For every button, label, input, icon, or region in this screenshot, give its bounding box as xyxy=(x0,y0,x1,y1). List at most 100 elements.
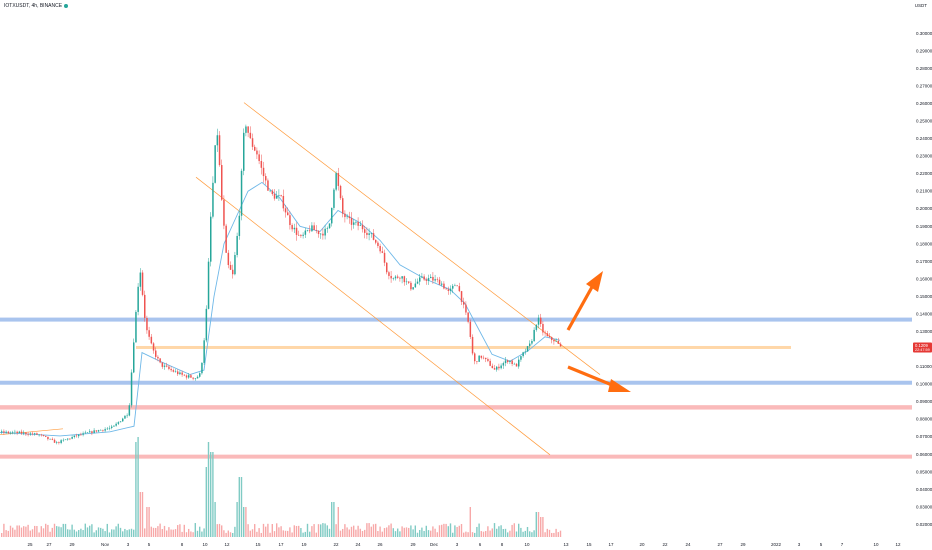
candle-body xyxy=(287,212,289,216)
candle-body xyxy=(218,135,221,166)
up-arrow-shaft xyxy=(566,286,594,331)
candle-body xyxy=(216,135,219,146)
volume-bar xyxy=(421,527,423,537)
candle-body xyxy=(355,221,357,223)
volume-bar xyxy=(278,527,280,537)
x-tick-label: 10 xyxy=(524,542,530,547)
candle-body xyxy=(452,285,454,289)
candle-body xyxy=(47,436,49,440)
volume-bar xyxy=(245,507,247,537)
x-tick-label: 3 xyxy=(456,542,459,547)
candle-body xyxy=(128,405,131,416)
x-tick-label: 8 xyxy=(501,542,504,547)
candle-body xyxy=(80,434,82,436)
y-tick-label: 0.24000 xyxy=(916,136,932,141)
candle-body xyxy=(36,433,38,435)
candle-body xyxy=(348,216,351,219)
price-axis[interactable]: 0.30000 0.29000 0.28000 0.27000 0.26000 0.250… xyxy=(913,31,932,527)
candle-body xyxy=(293,227,296,230)
price-countdown-label: 22:47:59 xyxy=(915,348,930,352)
candle-body xyxy=(67,438,69,440)
candle-body xyxy=(423,276,425,280)
volume-bar xyxy=(216,524,218,537)
candle-body xyxy=(45,435,47,437)
volume-bar xyxy=(238,477,240,537)
chart-legend: IOTXUSDT, 4h, BINANCE xyxy=(4,3,69,9)
candle-body xyxy=(223,199,225,226)
volume-bar xyxy=(500,525,502,537)
candle-body xyxy=(337,173,340,186)
volume-bar xyxy=(258,528,260,537)
volume-bar xyxy=(317,524,320,537)
candle-body xyxy=(104,429,106,431)
volume-bar xyxy=(236,502,238,537)
volume-bar xyxy=(559,530,562,537)
volume-bar xyxy=(25,526,27,537)
volume-bar xyxy=(3,523,5,537)
volume-bar xyxy=(40,526,42,537)
volume-bar xyxy=(403,527,405,537)
x-tick-label: 15 xyxy=(255,542,261,547)
candle-body xyxy=(7,431,10,433)
candle-body xyxy=(333,189,335,208)
y-tick-label: 0.13000 xyxy=(916,329,932,334)
volume-bar xyxy=(513,523,515,537)
y-tick-label: 0.27000 xyxy=(916,83,932,88)
volume-bar xyxy=(124,528,126,537)
candle-body xyxy=(359,224,362,226)
candle-body xyxy=(232,269,234,275)
volume-bar xyxy=(511,524,513,537)
candle-body xyxy=(531,340,533,344)
y-tick-label: 0.20000 xyxy=(916,206,932,211)
volume-bar xyxy=(304,531,306,537)
volume-bar xyxy=(97,527,100,537)
time-axis[interactable]: 25 27 29 Nov 3 5 8 10 12 15 17 19 22 24 26 29 Dec 3 6 8 10 13… xyxy=(27,542,901,547)
volume-bar xyxy=(159,523,161,537)
volume-bar xyxy=(504,528,507,537)
volume-bar xyxy=(196,530,199,537)
volume-bar xyxy=(172,529,174,537)
volume-bar xyxy=(419,530,421,537)
volume-bar xyxy=(9,525,12,537)
volume-bar xyxy=(62,523,64,537)
candle-body xyxy=(434,279,436,281)
x-tick-label: 5 xyxy=(148,542,151,547)
candle-body xyxy=(265,176,267,181)
x-tick-label: 27 xyxy=(717,542,723,547)
candle-body xyxy=(34,433,36,435)
volume-bar xyxy=(229,532,232,537)
x-tick-label: 29 xyxy=(69,542,75,547)
candle-body xyxy=(515,363,518,367)
candle-body xyxy=(346,216,348,218)
candle-body xyxy=(181,372,183,375)
volume-bar xyxy=(469,507,471,537)
candle-body xyxy=(432,276,434,281)
volume-bar xyxy=(355,529,357,537)
volume-bar xyxy=(359,528,361,537)
candle-body xyxy=(20,431,23,434)
candle-body xyxy=(529,343,531,347)
candle-body xyxy=(482,357,485,359)
volume-bar xyxy=(390,523,392,537)
candle-body xyxy=(386,262,388,273)
candle-body xyxy=(238,215,241,236)
volume-bar xyxy=(188,528,190,537)
y-tick-label: 0.21000 xyxy=(916,189,932,194)
candle-body xyxy=(496,366,498,370)
candle-body xyxy=(291,225,293,230)
candle-body xyxy=(122,418,124,422)
volume-bar xyxy=(166,530,168,537)
candle-body xyxy=(370,233,373,234)
candle-body xyxy=(273,194,276,199)
volume-bar xyxy=(170,529,172,537)
volume-histogram xyxy=(1,437,562,537)
candle-body xyxy=(124,415,126,419)
candle-body xyxy=(309,230,311,232)
candle-body xyxy=(463,301,465,305)
candle-body xyxy=(493,368,496,370)
projection-arrows xyxy=(566,271,631,392)
candle-body xyxy=(177,371,179,375)
y-tick-label: 0.17000 xyxy=(916,259,932,264)
volume-bar xyxy=(135,442,137,537)
